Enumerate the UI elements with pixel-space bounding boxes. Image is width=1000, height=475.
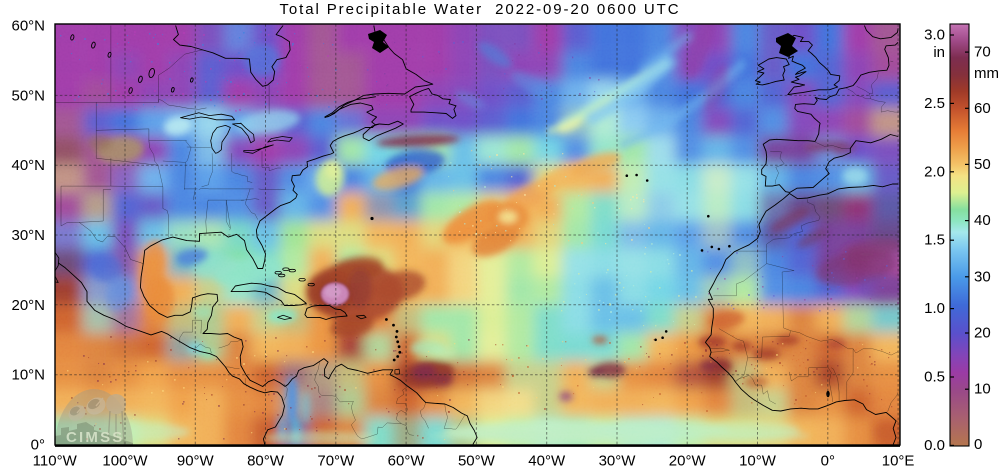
svg-text:3.0: 3.0 <box>924 27 945 44</box>
svg-text:1.5: 1.5 <box>924 232 945 249</box>
svg-text:60°W: 60°W <box>388 453 426 470</box>
svg-text:1.0: 1.0 <box>924 300 945 317</box>
svg-text:70°W: 70°W <box>317 453 355 470</box>
svg-text:30°W: 30°W <box>599 453 637 470</box>
svg-text:10°E: 10°E <box>882 453 915 470</box>
svg-text:Total Precipitable Water 2022: Total Precipitable Water 2022-09-20 0600… <box>280 1 681 18</box>
svg-text:10: 10 <box>974 381 991 398</box>
svg-text:70: 70 <box>974 44 991 61</box>
svg-text:40°N: 40°N <box>11 157 45 174</box>
svg-text:0.5: 0.5 <box>924 369 945 386</box>
svg-text:2.0: 2.0 <box>924 163 945 180</box>
svg-text:0°: 0° <box>821 453 835 470</box>
svg-text:90°W: 90°W <box>177 453 215 470</box>
svg-text:60°N: 60°N <box>11 18 45 35</box>
svg-text:20°W: 20°W <box>669 453 707 470</box>
svg-text:0°: 0° <box>31 437 45 454</box>
svg-text:60: 60 <box>974 100 991 117</box>
svg-text:CIMSS: CIMSS <box>66 429 125 446</box>
svg-text:in: in <box>933 44 945 61</box>
svg-text:30°N: 30°N <box>11 227 45 244</box>
svg-text:30: 30 <box>974 268 991 285</box>
svg-text:50: 50 <box>974 156 991 173</box>
svg-text:50°N: 50°N <box>11 87 45 104</box>
svg-text:80°W: 80°W <box>247 453 285 470</box>
svg-text:10°N: 10°N <box>11 367 45 384</box>
svg-text:50°W: 50°W <box>458 453 496 470</box>
svg-text:0.0: 0.0 <box>924 437 945 454</box>
svg-text:10°W: 10°W <box>739 453 777 470</box>
svg-text:40: 40 <box>974 212 991 229</box>
svg-text:20: 20 <box>974 325 991 342</box>
svg-text:0: 0 <box>974 436 982 453</box>
svg-text:2.5: 2.5 <box>924 95 945 112</box>
svg-text:100°W: 100°W <box>102 453 148 470</box>
svg-text:110°W: 110°W <box>33 453 78 470</box>
svg-text:20°N: 20°N <box>11 297 45 314</box>
svg-text:40°W: 40°W <box>528 453 566 470</box>
svg-text:mm: mm <box>974 65 999 82</box>
